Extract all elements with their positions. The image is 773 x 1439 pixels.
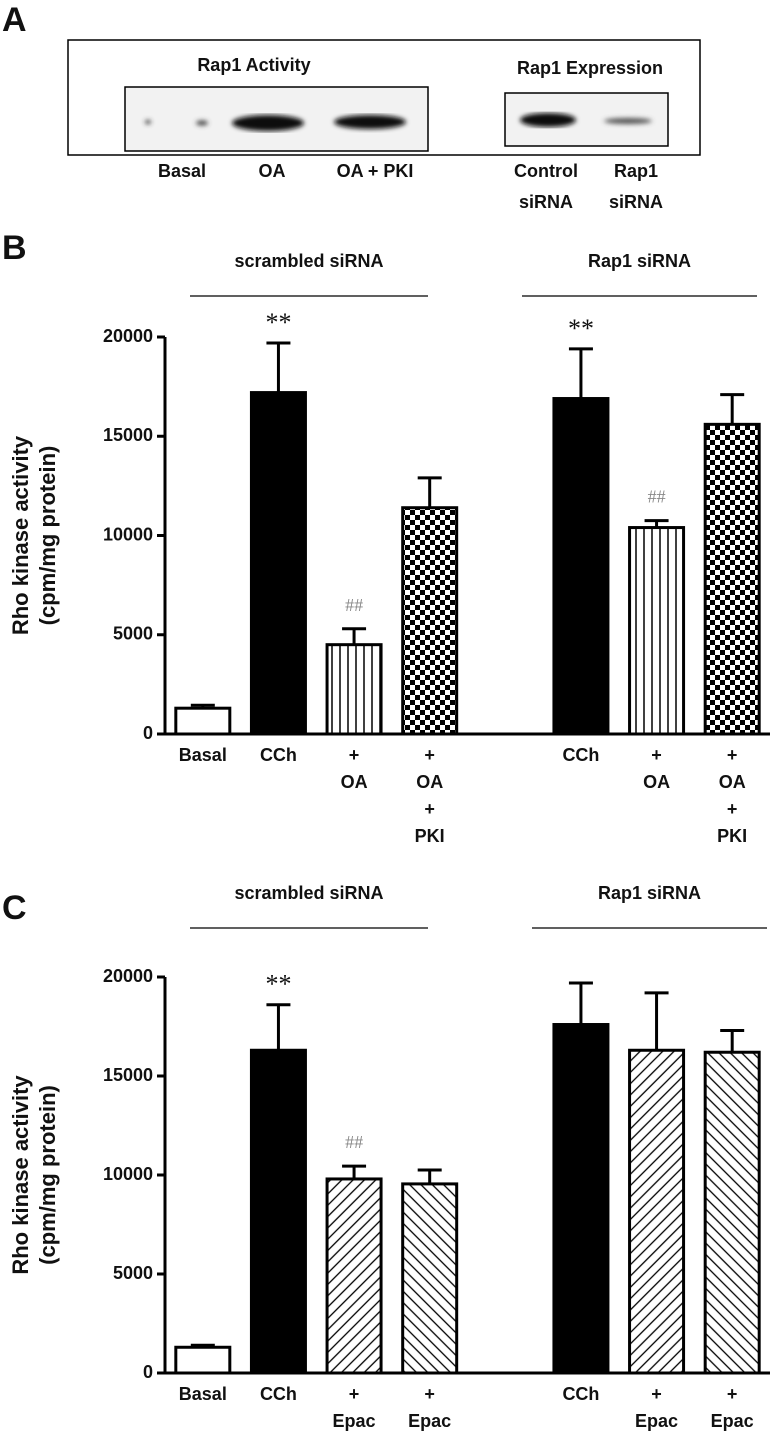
y-tick-label: 15000 <box>103 425 153 445</box>
x-tick-label: CCh <box>260 745 297 765</box>
bar <box>249 1048 307 1375</box>
x-tick-label: OA <box>643 772 670 792</box>
y-tick-label: 0 <box>143 1362 153 1382</box>
x-tick-label: OA <box>719 772 746 792</box>
x-tick-label: Basal <box>179 745 227 765</box>
x-tick-label: CCh <box>562 1384 599 1404</box>
y-axis-title: Rho kinase activity <box>8 1075 33 1275</box>
y-axis-title: (cpm/mg protein) <box>35 1085 60 1265</box>
x-tick-label: + <box>651 745 662 765</box>
x-tick-label: CCh <box>562 745 599 765</box>
x-tick-label: + <box>424 799 435 819</box>
y-tick-label: 5000 <box>113 1263 153 1283</box>
lane-label: OA <box>259 161 286 181</box>
significance: ## <box>648 487 666 507</box>
x-tick-label: + <box>727 799 738 819</box>
x-tick-label: OA <box>341 772 368 792</box>
group-label: Rap1 siRNA <box>588 251 691 271</box>
bar <box>325 643 383 736</box>
y-tick-label: 5000 <box>113 624 153 644</box>
blot-bands <box>520 113 652 127</box>
y-tick-label: 20000 <box>103 326 153 346</box>
y-tick-label: 10000 <box>103 1164 153 1184</box>
panel-letter: C <box>2 889 27 927</box>
x-tick-label: PKI <box>415 826 445 846</box>
significance: ** <box>568 314 594 343</box>
bar <box>401 506 459 736</box>
panel-letter: A <box>2 1 27 39</box>
lane-label: siRNA <box>519 192 573 212</box>
group-label: scrambled siRNA <box>234 251 383 271</box>
bar <box>628 1048 686 1375</box>
bar <box>703 1050 761 1375</box>
bar <box>401 1182 459 1375</box>
y-axis-title: (cpm/mg protein) <box>35 446 60 626</box>
x-tick-label: + <box>424 1384 435 1404</box>
panel-frame <box>67 39 701 156</box>
lane-label: OA + PKI <box>337 161 414 181</box>
significance: ** <box>265 308 291 337</box>
bar <box>174 706 232 736</box>
bar <box>325 1177 383 1375</box>
lane-label: Rap1 <box>614 161 658 181</box>
x-tick-label: + <box>349 1384 360 1404</box>
bar <box>552 397 610 736</box>
x-tick-label: + <box>424 745 435 765</box>
x-tick-label: + <box>349 745 360 765</box>
bar <box>703 422 761 736</box>
y-tick-label: 0 <box>143 723 153 743</box>
y-tick-label: 15000 <box>103 1065 153 1085</box>
x-tick-label: + <box>727 1384 738 1404</box>
x-tick-label: Epac <box>333 1411 376 1431</box>
x-tick-label: Epac <box>635 1411 678 1431</box>
y-tick-label: 20000 <box>103 966 153 986</box>
lane-label: Control <box>514 161 578 181</box>
lane-label: siRNA <box>609 192 663 212</box>
blot-title: Rap1 Expression <box>517 58 663 78</box>
x-tick-label: Basal <box>179 1384 227 1404</box>
blot-bands <box>145 115 406 131</box>
x-tick-label: Epac <box>711 1411 754 1431</box>
y-axis-title: Rho kinase activity <box>8 435 33 635</box>
x-tick-label: PKI <box>717 826 747 846</box>
y-tick-label: 10000 <box>103 524 153 544</box>
bar <box>249 391 307 736</box>
x-tick-label: + <box>651 1384 662 1404</box>
lane-label: Basal <box>158 161 206 181</box>
bar <box>552 1023 610 1375</box>
significance: ## <box>345 595 363 615</box>
significance: ## <box>345 1132 363 1152</box>
x-tick-label: Epac <box>408 1411 451 1431</box>
panel-letter: B <box>2 229 27 267</box>
significance: ** <box>265 970 291 999</box>
bar <box>628 526 686 736</box>
group-label: Rap1 siRNA <box>598 883 701 903</box>
x-tick-label: + <box>727 745 738 765</box>
group-label: scrambled siRNA <box>234 883 383 903</box>
bar <box>174 1345 232 1375</box>
blot-title: Rap1 Activity <box>197 55 310 75</box>
x-tick-label: CCh <box>260 1384 297 1404</box>
x-tick-label: OA <box>416 772 443 792</box>
